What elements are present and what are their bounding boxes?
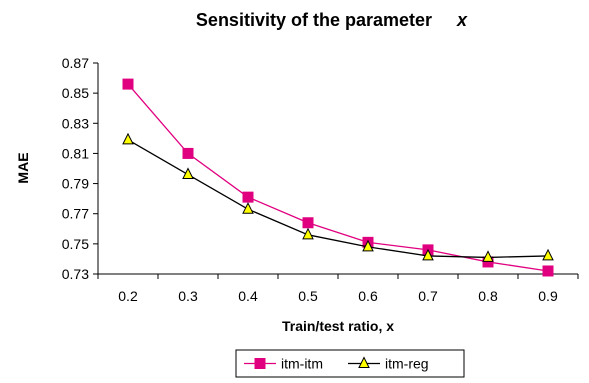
data-point-itm-reg bbox=[182, 167, 194, 180]
chart-title: Sensitivity of the parameter bbox=[196, 10, 432, 30]
data-point-itm-itm bbox=[122, 78, 134, 90]
legend-item-itm-itm: itm-itm bbox=[244, 356, 323, 372]
x-tick-label: 0.9 bbox=[538, 288, 558, 304]
x-tick-label: 0.4 bbox=[238, 288, 258, 304]
x-tick-label: 0.8 bbox=[478, 288, 498, 304]
legend: itm-itm itm-reg bbox=[235, 349, 465, 378]
y-tick-label: 0.77 bbox=[62, 206, 89, 222]
x-tick-label: 0.3 bbox=[178, 288, 198, 304]
data-point-itm-itm bbox=[242, 191, 254, 203]
data-point-itm-itm bbox=[302, 217, 314, 229]
x-tick-label: 0.5 bbox=[298, 288, 318, 304]
y-tick-label: 0.85 bbox=[62, 85, 89, 101]
y-axis-label: MAE bbox=[15, 152, 31, 183]
y-tick-label: 0.73 bbox=[62, 266, 89, 282]
x-axis-ticks: 0.2 0.3 0.4 0.5 0.6 0.7 0.8 0.9 bbox=[97, 274, 579, 304]
x-tick-label: 0.6 bbox=[358, 288, 378, 304]
y-tick-label: 0.81 bbox=[62, 145, 89, 161]
y-axis-ticks: 0.73 0.75 0.77 0.79 0.81 0.83 0.85 0.87 bbox=[62, 55, 98, 282]
data-point-itm-reg bbox=[302, 227, 314, 240]
y-tick-label: 0.79 bbox=[62, 176, 89, 192]
data-point-itm-reg bbox=[482, 250, 494, 262]
data-point-itm-reg bbox=[422, 248, 434, 261]
data-point-itm-itm bbox=[542, 265, 554, 277]
chart-title-variable: x bbox=[456, 10, 468, 30]
legend-marker bbox=[358, 356, 370, 368]
y-tick-label: 0.87 bbox=[62, 55, 89, 71]
x-axis-label: Train/test ratio, x bbox=[282, 318, 394, 334]
data-point-itm-itm bbox=[182, 147, 194, 159]
series-line-itm-reg bbox=[127, 139, 549, 259]
legend-items: itm-itm itm-reg bbox=[244, 356, 429, 372]
y-tick-label: 0.75 bbox=[62, 236, 89, 252]
x-tick-label: 0.2 bbox=[118, 288, 138, 304]
series-layer bbox=[122, 78, 554, 277]
data-point-itm-reg bbox=[362, 239, 374, 252]
legend-label: itm-reg bbox=[385, 356, 429, 372]
x-tick-label: 0.7 bbox=[418, 288, 438, 304]
legend-item-itm-reg: itm-reg bbox=[348, 356, 429, 372]
series-line-itm-itm bbox=[127, 83, 549, 272]
data-point-itm-reg bbox=[122, 132, 134, 145]
legend-label: itm-itm bbox=[281, 356, 323, 372]
series-itm-reg bbox=[122, 132, 554, 262]
y-tick-label: 0.83 bbox=[62, 115, 89, 131]
legend-marker bbox=[254, 358, 266, 369]
data-point-itm-reg bbox=[542, 248, 554, 261]
data-point-itm-reg bbox=[242, 202, 254, 214]
